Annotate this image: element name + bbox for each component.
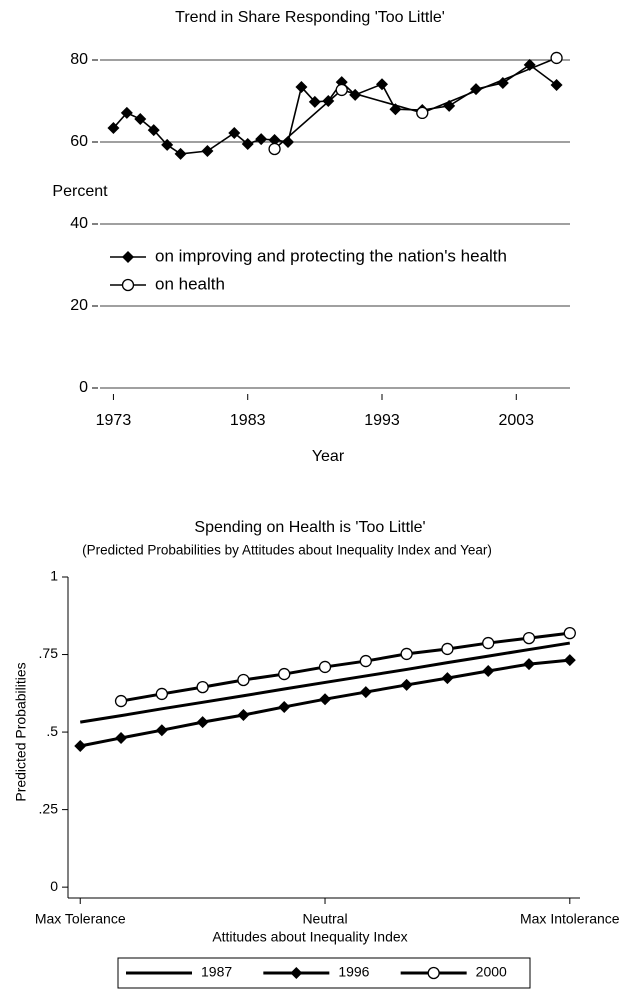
chart-title: Trend in Share Responding 'Too Little' [175, 9, 445, 26]
legend-label: on improving and protecting the nation's… [155, 246, 507, 265]
y-tick-label: .5 [46, 723, 58, 739]
marker-circle [318, 660, 332, 674]
y-tick-label: 60 [70, 133, 88, 150]
y-tick-label: .25 [39, 800, 59, 816]
x-axis-label: Attitudes about Inequality Index [212, 929, 407, 945]
marker-diamond [376, 78, 388, 91]
marker-diamond [550, 79, 563, 92]
marker-diamond [107, 122, 120, 135]
legend-label: on health [155, 274, 225, 293]
y-tick-label: 80 [70, 51, 88, 68]
marker-diamond [134, 113, 147, 126]
marker-diamond [155, 724, 168, 737]
y-tick-label: 20 [70, 297, 88, 314]
marker-circle [359, 654, 372, 668]
x-tick-label: Max Intolerance [520, 911, 620, 927]
x-axis-label: Year [312, 448, 345, 465]
y-tick-label: .75 [39, 645, 59, 661]
marker-circle [416, 106, 429, 120]
marker-circle [155, 687, 168, 701]
marker-diamond [482, 664, 495, 677]
legend-label: 1996 [338, 964, 369, 980]
x-tick-label: 1983 [230, 412, 266, 429]
marker-circle [268, 142, 281, 156]
x-tick-label: Max Tolerance [35, 911, 126, 927]
marker-diamond [268, 133, 281, 146]
marker-diamond [115, 731, 128, 744]
marker-circle [427, 966, 440, 980]
marker-diamond [147, 124, 160, 137]
marker-diamond [563, 654, 576, 667]
marker-circle [400, 647, 413, 661]
marker-circle [335, 83, 348, 97]
marker-diamond [523, 658, 536, 671]
marker-diamond [295, 81, 308, 94]
marker-diamond [201, 145, 214, 158]
x-tick-label: 2003 [498, 412, 534, 429]
marker-diamond [496, 76, 509, 89]
legend-label: 1987 [201, 964, 232, 980]
marker-diamond [174, 147, 187, 160]
marker-diamond [241, 138, 254, 151]
marker-circle [196, 680, 209, 694]
series-line [274, 57, 557, 150]
marker-diamond [349, 88, 362, 101]
marker-circle [441, 642, 454, 656]
marker-circle [121, 278, 135, 292]
y-tick-label: 0 [50, 878, 58, 894]
marker-diamond [228, 126, 241, 139]
marker-diamond [120, 106, 133, 119]
marker-diamond [255, 133, 268, 146]
marker-diamond [319, 693, 332, 706]
marker-diamond [237, 709, 250, 722]
y-tick-label: 0 [79, 379, 88, 396]
marker-diamond [441, 672, 454, 685]
y-axis-label: Percent [52, 183, 108, 200]
marker-diamond [196, 716, 209, 729]
marker-diamond [290, 967, 303, 979]
marker-circle [522, 631, 536, 645]
marker-diamond [122, 251, 134, 263]
marker-circle [482, 636, 495, 650]
x-tick-label: 1973 [96, 412, 132, 429]
y-tick-label: 40 [70, 215, 88, 232]
marker-circle [278, 667, 291, 681]
marker-circle [563, 626, 576, 640]
marker-circle [237, 673, 250, 687]
series-line [120, 631, 570, 703]
marker-diamond [400, 678, 413, 691]
y-tick-label: 1 [50, 568, 58, 584]
series-line [112, 63, 558, 155]
x-tick-label: 1993 [364, 412, 400, 429]
chart-subtitle: (Predicted Probabilities by Attitudes ab… [82, 543, 492, 558]
marker-diamond [308, 95, 321, 108]
marker-circle [114, 694, 128, 708]
chart-title: Spending on Health is 'Too Little' [194, 519, 425, 536]
marker-diamond [161, 138, 174, 151]
legend-label: 2000 [476, 964, 507, 980]
marker-diamond [278, 700, 291, 713]
series-line [80, 641, 571, 724]
y-axis-label: Predicted Probabilities [13, 662, 29, 801]
marker-diamond [74, 740, 87, 753]
x-tick-label: Neutral [302, 911, 347, 927]
marker-diamond [359, 686, 372, 699]
marker-circle [550, 51, 563, 65]
